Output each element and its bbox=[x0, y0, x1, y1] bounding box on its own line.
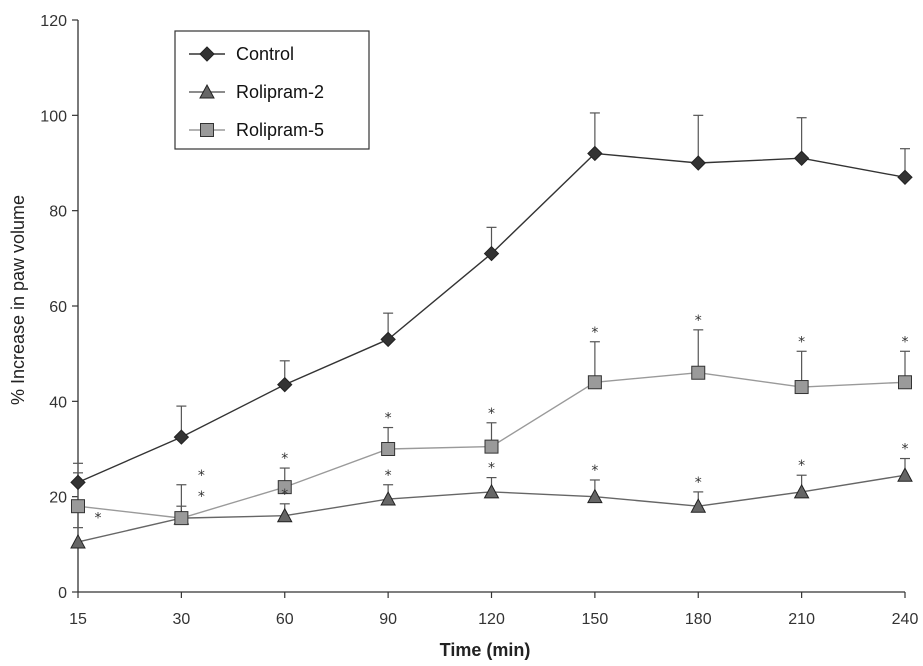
rolipram-5-marker bbox=[587, 375, 602, 390]
rolipram-5-marker bbox=[794, 380, 809, 395]
y-tick-label: 80 bbox=[49, 204, 67, 221]
significance-star: * bbox=[591, 463, 598, 479]
control-marker bbox=[793, 150, 810, 166]
significance-star: * bbox=[902, 442, 909, 458]
rolipram-5-marker bbox=[277, 480, 292, 495]
significance-star: * bbox=[695, 313, 702, 329]
significance-star: * bbox=[281, 487, 288, 503]
control-marker bbox=[587, 145, 603, 162]
y-axis-ticks: 0 20 40 60 80 100 120 bbox=[40, 13, 78, 602]
x-tick-label: 90 bbox=[379, 611, 397, 628]
rolipram-5-marker bbox=[381, 442, 396, 456]
rolipram-2-marker bbox=[483, 483, 500, 499]
significance-star: * bbox=[198, 468, 205, 484]
rolipram-2-marker bbox=[690, 498, 707, 513]
legend: Control Rolipram-2 Rolipram-5 bbox=[174, 30, 370, 150]
legend-marker-rolipram-2 bbox=[199, 83, 215, 99]
x-tick-label: 150 bbox=[582, 611, 609, 628]
x-tick-label: 180 bbox=[685, 611, 712, 628]
rolipram-5-marker bbox=[71, 499, 85, 514]
rolipram-2-marker bbox=[897, 467, 913, 482]
x-tick-label: 120 bbox=[478, 611, 505, 628]
control-marker bbox=[277, 376, 293, 393]
significance-star: * bbox=[591, 325, 598, 341]
significance-star: * bbox=[695, 475, 702, 491]
legend-marker-control bbox=[199, 46, 215, 62]
y-tick-label: 0 bbox=[58, 585, 67, 602]
control-marker bbox=[690, 155, 706, 171]
significance-star: * bbox=[95, 511, 102, 527]
control-marker bbox=[380, 331, 396, 348]
x-tick-label: 30 bbox=[172, 611, 190, 628]
significance-star: * bbox=[385, 468, 392, 484]
x-tick-label: 210 bbox=[788, 611, 815, 628]
legend-label-rolipram-2: Rolipram-2 bbox=[236, 82, 324, 102]
rolipram-5-marker bbox=[898, 375, 912, 390]
significance-star: * bbox=[281, 451, 288, 467]
legend-items: Control Rolipram-2 Rolipram-5 bbox=[189, 44, 324, 140]
rolipram-2-marker bbox=[587, 488, 603, 504]
y-axis-label: % Increase in paw volume bbox=[8, 195, 28, 405]
rolipram-5-marker bbox=[484, 439, 499, 454]
significance-star: * bbox=[385, 411, 392, 427]
control-marker bbox=[173, 429, 190, 445]
significance-star: * bbox=[902, 334, 909, 350]
y-tick-label: 40 bbox=[49, 394, 67, 411]
rolipram-2-marker bbox=[380, 490, 396, 506]
x-tick-label: 60 bbox=[276, 611, 294, 628]
rolipram-2-marker bbox=[793, 483, 810, 499]
legend-label-control: Control bbox=[236, 44, 294, 64]
series-markers bbox=[70, 145, 913, 549]
control-marker bbox=[897, 169, 913, 186]
significance-star: * bbox=[798, 334, 805, 350]
rolipram-2-marker bbox=[276, 507, 293, 523]
x-tick-label: 15 bbox=[69, 611, 87, 628]
y-tick-label: 60 bbox=[49, 299, 67, 316]
control-marker bbox=[70, 474, 86, 491]
y-tick-label: 120 bbox=[40, 13, 67, 30]
significance-star: * bbox=[488, 406, 495, 422]
rolipram-5-marker bbox=[691, 365, 706, 380]
rolipram-5-marker bbox=[174, 511, 189, 526]
y-tick-label: 100 bbox=[40, 108, 67, 125]
legend-marker-rolipram-5 bbox=[200, 123, 214, 137]
significance-star: * bbox=[488, 461, 495, 477]
x-tick-label: 240 bbox=[892, 611, 919, 628]
rolipram-2-marker bbox=[70, 533, 86, 549]
significance-stars: * * * * * * * * * * * * * * * * * bbox=[95, 313, 909, 527]
x-axis-label: Time (min) bbox=[440, 640, 531, 660]
legend-label-rolipram-5: Rolipram-5 bbox=[236, 120, 324, 140]
significance-star: * bbox=[798, 458, 805, 474]
significance-star: * bbox=[198, 489, 205, 505]
control-marker bbox=[483, 245, 500, 262]
y-tick-label: 20 bbox=[49, 490, 67, 507]
x-axis-ticks: 15 30 60 90 120 150 180 210 240 bbox=[69, 592, 918, 628]
